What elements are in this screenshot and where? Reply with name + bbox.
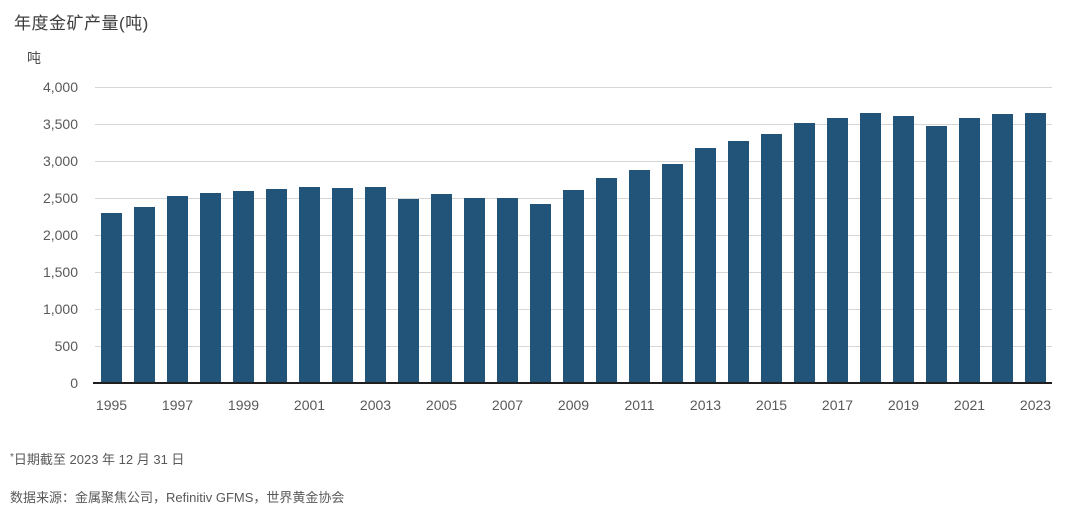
bar-1999: [233, 190, 254, 383]
x-tick-label-1995: 1995: [95, 397, 128, 413]
y-tick-label-500: 500: [54, 338, 78, 354]
bar-2011: [629, 169, 650, 383]
source-note: 数据来源：金属聚焦公司，Refinitiv GFMS，世界黄金协会: [10, 490, 345, 505]
x-tick-label-2013: 2013: [689, 397, 722, 413]
y-tick-label-2000: 2,000: [42, 227, 78, 243]
bar-2003: [365, 187, 386, 383]
bar-2002: [332, 188, 353, 383]
x-tick-label-2015: 2015: [755, 397, 788, 413]
y-axis-unit-label: 吨: [27, 50, 41, 66]
bar-2016: [794, 122, 815, 383]
footnote: *日期截至 2023 年 12 月 31 日: [10, 449, 184, 468]
x-tick-label-2001: 2001: [293, 397, 326, 413]
gridline-4000: [95, 86, 1052, 88]
bar-2005: [431, 193, 452, 383]
bar-2014: [728, 141, 749, 383]
x-tick-label-1999: 1999: [227, 397, 260, 413]
x-tick-label-2017: 2017: [821, 397, 854, 413]
bar-2000: [266, 188, 287, 383]
y-tick-label-1000: 1,000: [42, 301, 78, 317]
bar-2008: [530, 203, 551, 383]
bar-2010: [596, 178, 617, 383]
footnote-text: 日期截至 2023 年 12 月 31 日: [13, 452, 185, 467]
bar-2019: [893, 116, 914, 383]
bar-2022: [992, 114, 1013, 383]
bar-2015: [761, 134, 782, 383]
bar-1995: [101, 212, 122, 383]
footnote-marker: *: [10, 452, 14, 463]
x-tick-label-2023: 2023: [1019, 397, 1052, 413]
gridline-3000: [95, 160, 1052, 162]
gridline-3500: [95, 123, 1052, 125]
y-tick-label-2500: 2,500: [42, 190, 78, 206]
x-tick-label-1997: 1997: [161, 397, 194, 413]
bar-2023: [1025, 113, 1046, 383]
y-tick-label-3000: 3,000: [42, 153, 78, 169]
bar-2012: [662, 164, 683, 383]
bar-1997: [167, 195, 188, 383]
chart-title: 年度金矿产量(吨): [14, 14, 149, 33]
bar-2017: [827, 118, 848, 383]
y-tick-label-4000: 4,000: [42, 79, 78, 95]
x-tick-label-2021: 2021: [953, 397, 986, 413]
x-tick-label-2007: 2007: [491, 397, 524, 413]
bar-2018: [860, 112, 881, 383]
bar-2021: [959, 118, 980, 383]
bar-2020: [926, 125, 947, 383]
x-tick-label-2005: 2005: [425, 397, 458, 413]
bar-2004: [398, 198, 419, 383]
bar-2013: [695, 148, 716, 383]
x-tick-label-2011: 2011: [624, 397, 655, 413]
y-tick-label-1500: 1,500: [42, 264, 78, 280]
bar-1996: [134, 207, 155, 383]
bar-2006: [464, 198, 485, 383]
bar-2001: [299, 186, 320, 383]
y-tick-label-0: 0: [70, 375, 78, 391]
x-axis-line: [93, 382, 1052, 384]
y-tick-label-3500: 3,500: [42, 116, 78, 132]
x-tick-label-2019: 2019: [887, 397, 920, 413]
x-tick-label-2009: 2009: [557, 397, 590, 413]
bar-2007: [497, 197, 518, 383]
bar-2009: [563, 189, 584, 383]
plot-area: [93, 86, 1052, 384]
bar-1998: [200, 192, 221, 383]
x-tick-label-2003: 2003: [359, 397, 392, 413]
